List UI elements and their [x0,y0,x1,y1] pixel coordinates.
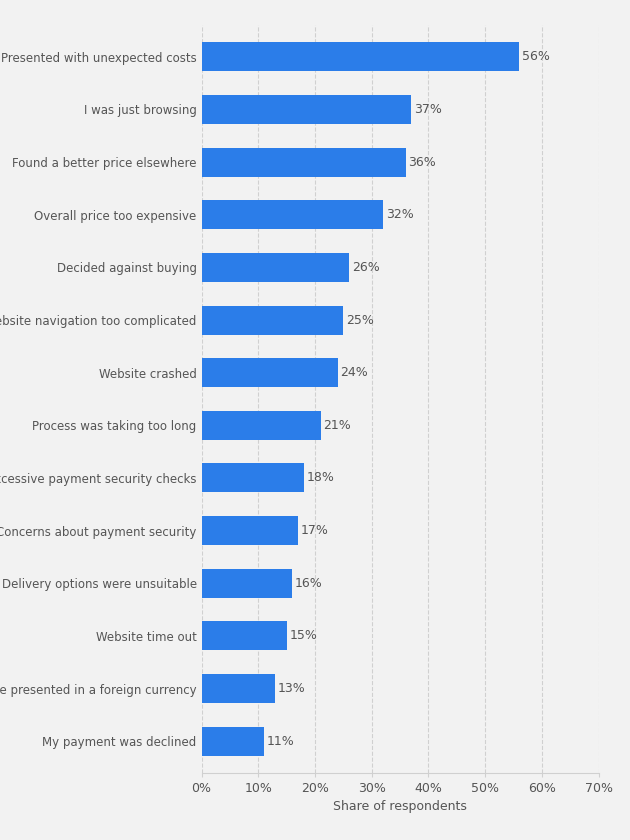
Bar [202,464,304,492]
Text: 15%: 15% [290,629,318,643]
Text: 21%: 21% [324,419,352,432]
Bar [202,411,321,440]
Text: 25%: 25% [346,313,374,327]
Text: 26%: 26% [352,261,380,274]
Text: 32%: 32% [386,208,414,221]
Text: 11%: 11% [267,735,295,748]
Bar [202,358,338,387]
Bar [202,569,292,598]
X-axis label: Share of respondents: Share of respondents [333,801,467,813]
Bar [202,200,383,229]
Bar [202,306,343,334]
Bar [202,516,298,545]
Bar [202,148,406,176]
Text: 18%: 18% [306,471,335,485]
Bar [202,674,275,703]
Text: 37%: 37% [415,103,442,116]
Bar [202,727,264,756]
Text: 16%: 16% [295,577,323,590]
Bar [202,253,349,282]
Text: 13%: 13% [278,682,306,695]
Text: 56%: 56% [522,50,550,63]
Text: 17%: 17% [301,524,329,537]
Bar [202,42,519,71]
Text: 24%: 24% [340,366,369,379]
Text: 36%: 36% [408,155,437,169]
Bar [202,95,411,124]
Bar [202,622,287,650]
